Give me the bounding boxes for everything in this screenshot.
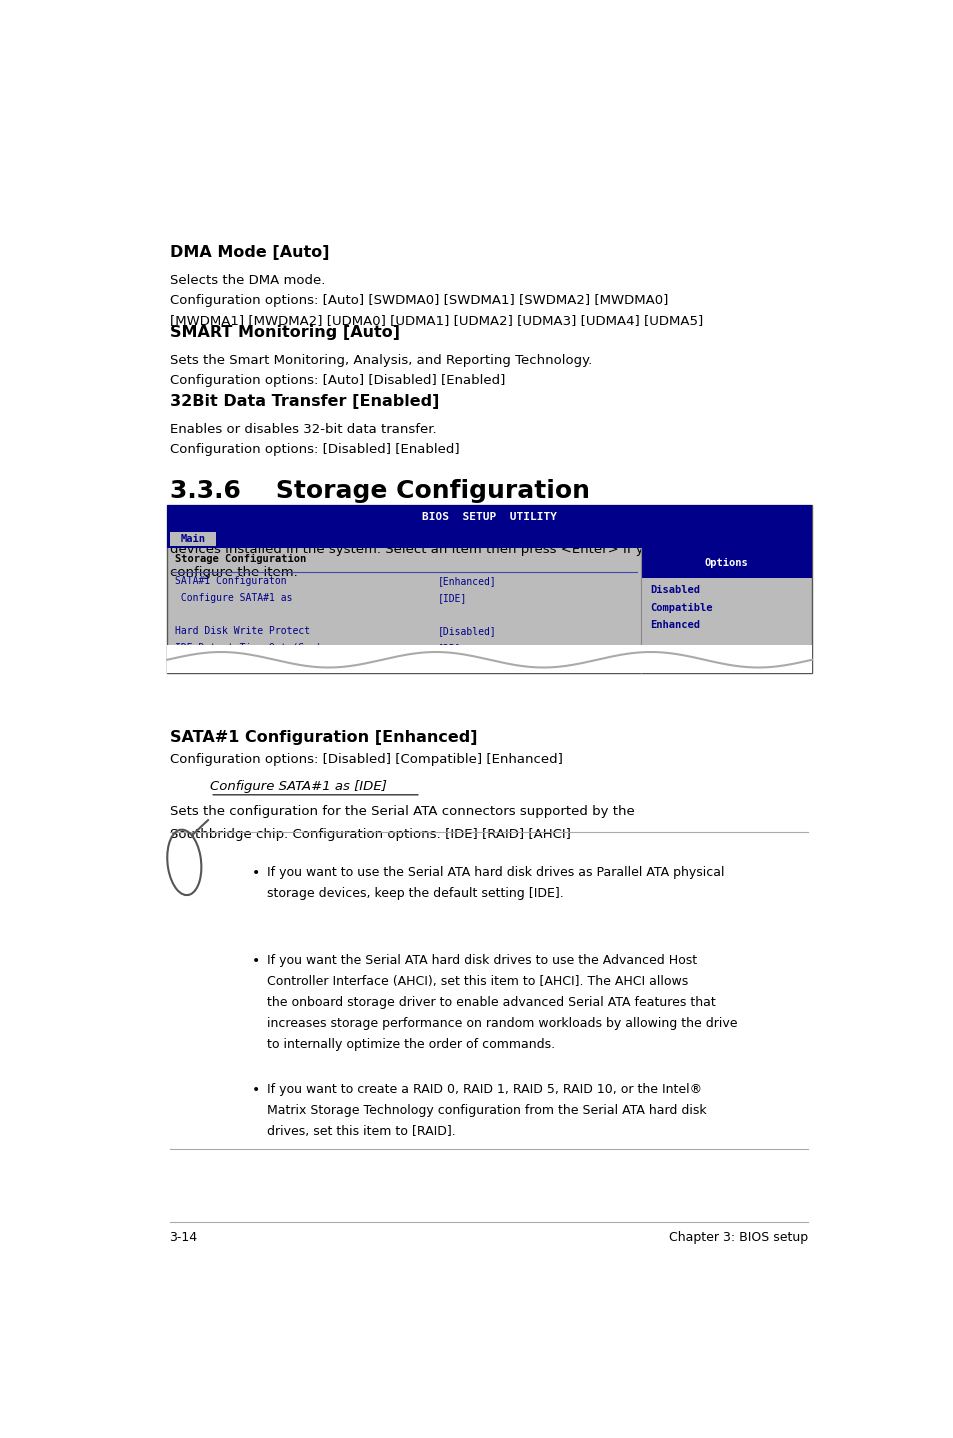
Text: increases storage performance on random workloads by allowing the drive: increases storage performance on random … (267, 1018, 737, 1031)
Text: Options: Options (704, 558, 748, 568)
Text: SMART Monitoring [Auto]: SMART Monitoring [Auto] (170, 325, 399, 341)
Text: Enables or disables 32-bit data transfer.: Enables or disables 32-bit data transfer… (170, 423, 436, 436)
Text: Configure SATA#1 as [IDE]: Configure SATA#1 as [IDE] (210, 781, 387, 794)
Text: Sets the configuration for the Serial ATA connectors supported by the: Sets the configuration for the Serial AT… (170, 805, 634, 818)
Text: If you want to create a RAID 0, RAID 1, RAID 5, RAID 10, or the Intel®: If you want to create a RAID 0, RAID 1, … (267, 1083, 701, 1096)
Text: Hard Disk Write Protect: Hard Disk Write Protect (174, 626, 310, 636)
Text: [35]: [35] (437, 643, 460, 653)
Bar (170, 532, 216, 546)
Bar (167, 531, 811, 548)
Text: configure the item.: configure the item. (170, 565, 297, 578)
Text: Enhanced: Enhanced (649, 620, 700, 630)
Text: The items in this menu allow you to set or change the configurations for the SAT: The items in this menu allow you to set … (170, 522, 716, 535)
Text: Storage Configuration: Storage Configuration (174, 554, 306, 564)
Text: the onboard storage driver to enable advanced Serial ATA features that: the onboard storage driver to enable adv… (267, 997, 715, 1009)
Text: DMA Mode [Auto]: DMA Mode [Auto] (170, 244, 329, 259)
Text: storage devices, keep the default setting [IDE].: storage devices, keep the default settin… (267, 887, 563, 900)
Bar (167, 646, 811, 673)
Text: Configure SATA#1 as: Configure SATA#1 as (174, 592, 292, 603)
Text: Sets the Smart Monitoring, Analysis, and Reporting Technology.: Sets the Smart Monitoring, Analysis, and… (170, 354, 591, 367)
Text: If you want the Serial ATA hard disk drives to use the Advanced Host: If you want the Serial ATA hard disk dri… (267, 955, 697, 968)
Text: 32Bit Data Transfer [Enabled]: 32Bit Data Transfer [Enabled] (170, 394, 438, 408)
Text: SATA#1 Configuraton: SATA#1 Configuraton (174, 577, 286, 587)
Text: to internally optimize the order of commands.: to internally optimize the order of comm… (267, 1038, 555, 1051)
Text: 3.3.6    Storage Configuration: 3.3.6 Storage Configuration (170, 479, 589, 503)
Text: drives, set this item to [RAID].: drives, set this item to [RAID]. (267, 1125, 456, 1137)
Text: Compatible: Compatible (649, 603, 712, 613)
Text: Controller Interface (AHCI), set this item to [AHCI]. The AHCI allows: Controller Interface (AHCI), set this it… (267, 975, 688, 988)
Text: Southbridge chip. Configuration options: [IDE] [RAID] [AHCI]: Southbridge chip. Configuration options:… (170, 828, 570, 841)
Text: devices installed in the system. Select an item then press <Enter> if you want t: devices installed in the system. Select … (170, 544, 714, 557)
Bar (640, 548, 811, 578)
Text: IDE Detect Time Out (Sec): IDE Detect Time Out (Sec) (174, 643, 321, 653)
Text: •: • (252, 866, 260, 880)
Text: Disabled: Disabled (649, 585, 700, 595)
Text: 3-14: 3-14 (170, 1231, 197, 1244)
Text: BIOS  SETUP  UTILITY: BIOS SETUP UTILITY (422, 512, 557, 522)
Text: •: • (252, 1083, 260, 1097)
Text: If you want to use the Serial ATA hard disk drives as Parallel ATA physical: If you want to use the Serial ATA hard d… (267, 866, 724, 879)
Bar (167, 505, 811, 531)
Text: •: • (252, 955, 260, 968)
Text: [IDE]: [IDE] (437, 592, 466, 603)
FancyArrowPatch shape (193, 820, 208, 835)
Text: Selects the DMA mode.: Selects the DMA mode. (170, 275, 325, 288)
Text: Configuration options: [Disabled] [Compatible] [Enhanced]: Configuration options: [Disabled] [Compa… (170, 752, 562, 766)
Bar (167, 505, 811, 673)
Text: Matrix Storage Technology configuration from the Serial ATA hard disk: Matrix Storage Technology configuration … (267, 1104, 706, 1117)
Text: [Enhanced]: [Enhanced] (437, 577, 496, 587)
Text: [MWDMA1] [MWDMA2] [UDMA0] [UDMA1] [UDMA2] [UDMA3] [UDMA4] [UDMA5]: [MWDMA1] [MWDMA2] [UDMA0] [UDMA1] [UDMA2… (170, 315, 702, 328)
Text: Configuration options: [Auto] [Disabled] [Enabled]: Configuration options: [Auto] [Disabled]… (170, 374, 504, 387)
Text: SATA#1 Configuration [Enhanced]: SATA#1 Configuration [Enhanced] (170, 729, 476, 745)
Text: Configuration options: [Auto] [SWDMA0] [SWDMA1] [SWDMA2] [MWDMA0]: Configuration options: [Auto] [SWDMA0] [… (170, 295, 667, 308)
Text: Chapter 3: BIOS setup: Chapter 3: BIOS setup (668, 1231, 807, 1244)
Text: Configuration options: [Disabled] [Enabled]: Configuration options: [Disabled] [Enabl… (170, 443, 458, 456)
Text: Main: Main (180, 535, 206, 544)
Text: [Disabled]: [Disabled] (437, 626, 496, 636)
